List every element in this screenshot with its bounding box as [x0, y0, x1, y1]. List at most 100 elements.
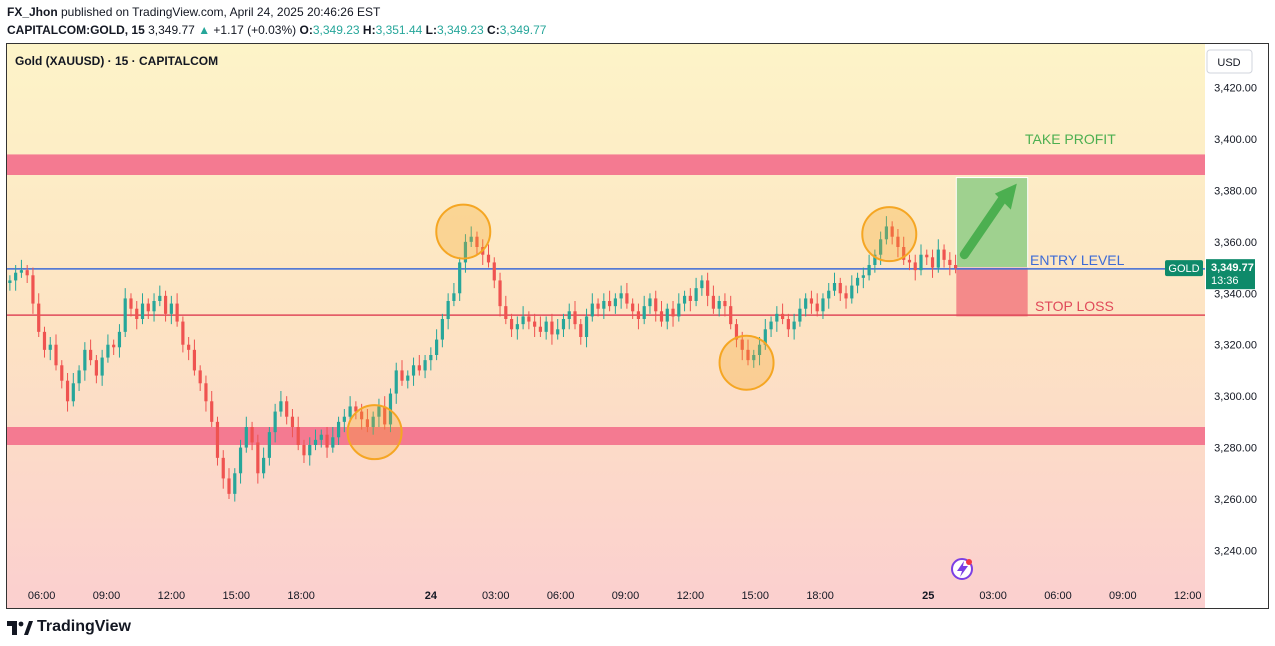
candle-body — [648, 298, 652, 307]
x-tick-label: 15:00 — [222, 590, 250, 602]
candle-body — [486, 254, 491, 263]
candle-body — [757, 344, 762, 355]
candle-body — [250, 427, 254, 443]
candle-body — [365, 419, 370, 427]
candle-body — [169, 303, 173, 314]
support-zone — [7, 427, 1205, 445]
candle-body — [210, 401, 214, 422]
candle-body — [596, 303, 600, 309]
tradingview-logo-icon — [7, 621, 33, 635]
candle-body — [948, 259, 952, 265]
candle-body — [498, 280, 502, 307]
candle-body — [175, 303, 179, 322]
candle-body — [584, 316, 589, 337]
candle-body — [37, 303, 41, 332]
candle-body — [832, 283, 837, 291]
candle-body — [781, 313, 785, 319]
candle-body — [706, 280, 710, 296]
candle-body — [861, 275, 865, 278]
candle-body — [682, 295, 687, 304]
x-tick-label: 06:00 — [28, 590, 56, 602]
candle-body — [238, 447, 243, 474]
candle-body — [429, 355, 433, 361]
up-arrow-icon: ▲ — [198, 23, 211, 37]
candle-body — [31, 275, 35, 304]
y-tick-label: 3,340.00 — [1214, 288, 1257, 300]
candle-body — [855, 277, 860, 286]
candle-body — [417, 365, 421, 371]
candle-body — [936, 249, 940, 268]
candle-body — [804, 298, 808, 309]
candle-body — [504, 306, 508, 319]
candle-body — [492, 262, 496, 281]
candle-body — [890, 226, 894, 237]
y-tick-label: 3,360.00 — [1214, 237, 1257, 249]
candle-body — [406, 375, 410, 381]
candle-body — [884, 226, 888, 240]
open-value: 3,349.23 — [312, 23, 360, 37]
candle-body — [192, 349, 197, 371]
notification-dot-icon — [966, 559, 972, 565]
candle-body — [452, 293, 456, 301]
candle-body — [907, 259, 912, 263]
candle-body — [515, 324, 519, 330]
brand-name: TradingView — [37, 618, 131, 635]
candle-body — [527, 316, 531, 322]
candle-body — [181, 321, 185, 345]
candle-body — [325, 434, 329, 448]
candle-body — [14, 272, 18, 281]
candle-body — [919, 254, 923, 271]
x-tick-label: 09:00 — [612, 590, 640, 602]
chart-background — [7, 44, 1205, 608]
candle-body — [665, 308, 669, 322]
candle-body — [94, 360, 98, 376]
candle-body — [336, 421, 341, 438]
ohlc-line: CAPITALCOM:GOLD, 15 3,349.77 ▲ +1.17 (+0… — [7, 23, 546, 37]
chart-container[interactable]: TAKE PROFIT ENTRY LEVEL STOP LOSS Gold (XAU… — [6, 43, 1269, 609]
candle-body — [792, 321, 796, 330]
x-tick-label: 15:00 — [741, 590, 769, 602]
candle-body — [798, 308, 802, 322]
x-tick-label: 12:00 — [158, 590, 186, 602]
candle-body — [158, 295, 162, 301]
candle-body — [221, 457, 225, 479]
candle-body — [112, 344, 116, 348]
candle-body — [383, 406, 387, 425]
candle-body — [827, 290, 831, 299]
candle-body — [244, 427, 248, 448]
candle-body — [435, 339, 439, 355]
candle-body — [561, 319, 566, 330]
candle-body — [83, 349, 87, 371]
price-tag-value: 3,349.77 — [1211, 262, 1254, 274]
candle-body — [902, 247, 906, 260]
y-tick-label: 3,280.00 — [1214, 443, 1257, 455]
x-tick-label: 12:00 — [1174, 590, 1202, 602]
price-axis-background — [1205, 44, 1268, 608]
candle-body — [896, 236, 900, 247]
candle-body — [815, 303, 819, 312]
price-chart[interactable]: TAKE PROFIT ENTRY LEVEL STOP LOSS Gold (XAU… — [7, 44, 1268, 608]
candle-body — [285, 401, 289, 417]
candle-body — [267, 432, 271, 458]
candle-body — [677, 303, 681, 317]
candle-body — [659, 311, 664, 322]
candle-body — [100, 357, 104, 376]
x-tick-label: 18:00 — [287, 590, 315, 602]
take-profit-arrow-head — [994, 183, 1017, 210]
candle-body — [377, 406, 381, 417]
highlight-circle — [718, 334, 775, 391]
tradingview-logo[interactable]: TradingView — [7, 618, 131, 636]
candle-body — [129, 298, 133, 309]
change-value: +1.17 (+0.03%) — [213, 23, 297, 37]
candle-body — [146, 303, 150, 312]
candle-body — [302, 445, 306, 456]
candle-body — [631, 303, 635, 312]
x-tick-label: 12:00 — [677, 590, 705, 602]
candle-body — [740, 339, 744, 350]
high-value: 3,351.44 — [375, 23, 423, 37]
candle-body — [60, 365, 64, 381]
candle-body — [821, 298, 825, 312]
price-tag-symbol: GOLD — [1168, 263, 1199, 275]
author-name[interactable]: FX_Jhon — [7, 5, 58, 19]
candle-body — [140, 303, 145, 319]
